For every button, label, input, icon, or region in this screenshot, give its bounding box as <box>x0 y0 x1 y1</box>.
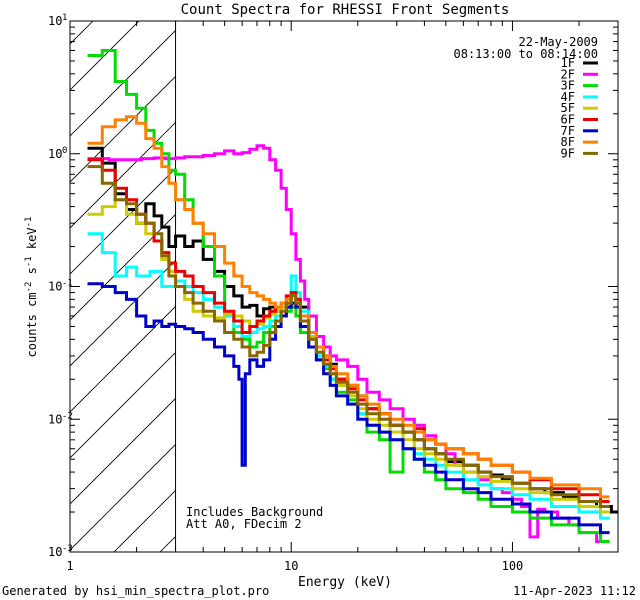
legend-label-5F: 5F <box>561 101 575 115</box>
y-tick-exponent: -2 <box>62 411 73 421</box>
legend-label-1F: 1F <box>561 56 575 70</box>
legend-label-9F: 9F <box>561 146 575 160</box>
note-attenuator: Att A0, FDecim 2 <box>186 517 302 531</box>
series-8F <box>87 115 610 499</box>
legend-label-8F: 8F <box>561 135 575 149</box>
y-tick-exponent: 0 <box>62 146 67 156</box>
y-tick-label: 10 <box>48 545 62 559</box>
x-axis-label: Energy (keV) <box>298 575 392 590</box>
timestamp-footer: 11-Apr-2023 11:12 <box>513 584 636 598</box>
y-label-part: counts cm <box>25 292 39 357</box>
y-label-part: s <box>25 267 39 281</box>
chart-title: Count Spectra for RHESSI Front Segments <box>181 2 510 18</box>
series-3F <box>87 49 610 543</box>
legend-label-7F: 7F <box>561 124 575 138</box>
hatch-line <box>70 167 176 275</box>
legend-label-2F: 2F <box>561 67 575 81</box>
hatch-line <box>70 213 176 321</box>
y-tick-exponent: 1 <box>62 13 67 23</box>
excluded-energy-hatch <box>0 0 177 552</box>
y-label-exp: -1 <box>24 256 34 267</box>
hatch-line <box>70 305 176 413</box>
y-label-exp: -2 <box>24 282 34 293</box>
y-axis-label: counts cm-2 s-1 keV-1 <box>24 217 39 358</box>
legend-label-3F: 3F <box>561 79 575 93</box>
hatch-line <box>0 0 116 552</box>
hatch-line <box>70 397 176 505</box>
hatch-line <box>70 29 176 137</box>
y-tick-label: 10 <box>48 147 62 161</box>
y-tick-label: 10 <box>48 280 62 294</box>
series-9F <box>87 165 610 508</box>
y-tick-label: 10 <box>48 14 62 28</box>
series-7F <box>87 282 610 535</box>
series-1F <box>87 146 618 514</box>
y-label-exp: -1 <box>24 217 34 228</box>
x-tick-label: 1 <box>66 559 73 573</box>
note-background: Includes Background <box>186 505 323 519</box>
legend-label-4F: 4F <box>561 90 575 104</box>
series-5F <box>87 198 610 514</box>
series-6F <box>87 158 610 503</box>
hatch-line <box>70 443 176 551</box>
legend-label-6F: 6F <box>561 113 575 127</box>
series-layer <box>87 49 618 543</box>
hatch-line <box>70 351 176 459</box>
y-tick-exponent: -3 <box>62 544 73 554</box>
observation-date: 22-May-2009 <box>519 35 598 49</box>
x-tick-label: 100 <box>502 559 524 573</box>
y-label-part: keV <box>25 227 39 256</box>
x-tick-label: 10 <box>284 559 298 573</box>
y-tick-exponent: -1 <box>62 279 73 289</box>
plot-frame <box>69 20 619 553</box>
time-range: 08:13:00 to 08:14:00 <box>454 47 599 61</box>
generator-footer: Generated by hsi_min_spectra_plot.pro <box>2 584 270 598</box>
y-tick-label: 10 <box>48 412 62 426</box>
